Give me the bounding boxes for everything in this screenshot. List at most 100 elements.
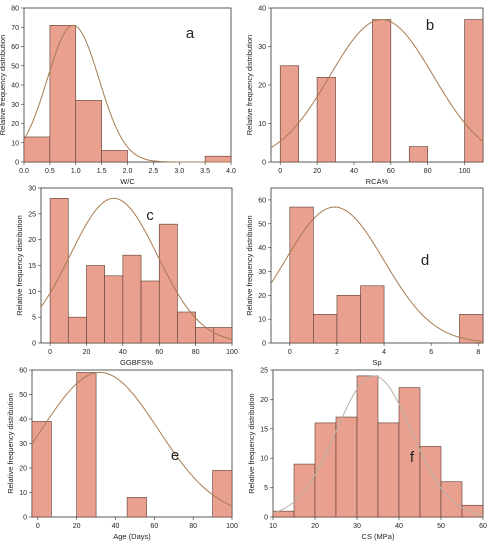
y-tick-label: 40 — [19, 417, 27, 424]
bar-d-0 — [289, 206, 314, 344]
y-tick-label: 30 — [11, 102, 19, 109]
x-tick-label: 20 — [73, 523, 81, 530]
panel-letter: f — [410, 449, 415, 466]
y-tick-label: 50 — [11, 63, 19, 70]
x-tick-label: 0.0 — [19, 168, 29, 175]
y-tick-label: 60 — [258, 197, 266, 204]
y-tick-label: 5 — [264, 485, 268, 492]
x-tick-label: 60 — [155, 349, 163, 356]
bar-b-1 — [316, 77, 336, 163]
y-tick-label: 40 — [258, 245, 266, 252]
bar-a-0 — [23, 136, 51, 163]
x-tick-label: 40 — [119, 349, 127, 356]
x-tick-label: 0.5 — [45, 168, 55, 175]
y-tick-label: 30 — [19, 441, 27, 448]
x-tick-label: 0 — [48, 349, 52, 356]
x-tick-label: 20 — [83, 349, 91, 356]
x-tick-label: 100 — [226, 349, 238, 356]
bar-b-4 — [464, 19, 484, 163]
bar-a-2 — [75, 100, 102, 163]
x-tick-label: 2.0 — [123, 168, 133, 175]
panel-letter: e — [171, 447, 179, 464]
bar-f-3 — [335, 416, 358, 518]
y-tick-label: 0 — [264, 515, 268, 522]
bar-e-3 — [212, 470, 233, 518]
x-axis-label: CS (MPa) — [362, 532, 395, 541]
y-tick-label: 10 — [258, 317, 266, 324]
bar-a-3 — [101, 150, 128, 163]
panel-a: 0.0 0.5 1.0 1.5 2.0 2.5 3.0 3.5 4.0 0 10 20 30 40 50 60… — [0, 6, 236, 187]
bar-c-3 — [104, 275, 124, 344]
bar-e-0 — [31, 421, 52, 518]
x-tick-label: 2.5 — [149, 168, 159, 175]
bar-b-2 — [372, 19, 392, 163]
y-tick-label: 20 — [19, 466, 27, 473]
x-tick-label: 60 — [479, 523, 487, 530]
x-tick-label: 6 — [429, 349, 433, 356]
bar-c-8 — [195, 327, 215, 344]
panel-letter: d — [421, 252, 429, 269]
fit-curve-b — [270, 19, 484, 149]
fit-curve-a — [23, 24, 231, 163]
y-axis-label: Relative frequency distribution — [247, 393, 256, 493]
y-tick-label: 20 — [258, 83, 266, 90]
y-tick-label: 10 — [260, 456, 268, 463]
x-tick-label: 60 — [387, 168, 395, 175]
x-axis-label: Sp — [372, 358, 381, 367]
x-tick-label: 40 — [350, 168, 358, 175]
panel-c: 0 20 40 60 80 100 0 5 10 15 20 25 30 GGBFS% Relative f… — [15, 186, 238, 368]
y-tick-label: 30 — [28, 186, 36, 193]
fit-curve-d — [270, 206, 484, 342]
bar-c-0 — [49, 198, 69, 344]
y-tick-label: 30 — [258, 44, 266, 51]
y-axis-label: Relative frequency distribution — [15, 215, 24, 315]
x-tick-label: 80 — [189, 523, 197, 530]
bar-c-5 — [140, 280, 160, 344]
panel-d: 0 2 4 6 8 0 10 20 30 40 50 60 Sp Relative frequency d… — [245, 187, 484, 367]
panel-letter: b — [426, 17, 434, 34]
x-tick-label: 50 — [437, 523, 445, 530]
x-tick-label: 3.0 — [174, 168, 184, 175]
x-axis-label: RCA% — [366, 177, 389, 186]
y-tick-label: 10 — [19, 490, 27, 497]
x-axis-label: Age (Days) — [113, 532, 151, 541]
bar-d-2 — [336, 295, 361, 344]
x-tick-label: 0 — [288, 349, 292, 356]
y-axis-label: Relative frequency distribution — [0, 35, 7, 135]
y-tick-label: 10 — [11, 140, 19, 147]
y-tick-label: 0 — [262, 160, 266, 167]
bar-c-1 — [67, 316, 87, 344]
x-tick-label: 4 — [382, 349, 386, 356]
x-axis-label: GGBFS% — [120, 358, 153, 367]
fit-curve-c — [40, 197, 233, 340]
y-axis-label: Relative frequency distribution — [245, 35, 254, 135]
bar-c-6 — [158, 223, 178, 344]
panel-letter: a — [186, 25, 195, 42]
bar-d-1 — [313, 314, 338, 344]
bar-d-3 — [360, 285, 385, 344]
x-tick-label: 2 — [335, 349, 339, 356]
x-tick-label: 3.5 — [200, 168, 210, 175]
y-tick-label: 60 — [11, 44, 19, 51]
bar-c-2 — [86, 265, 105, 344]
x-tick-label: 30 — [353, 523, 361, 530]
panel-e: 0 20 40 60 80 100 0 10 20 30 40 50 60 Age (Days) Relat… — [6, 368, 238, 542]
bar-c-4 — [122, 254, 142, 344]
y-tick-label: 20 — [260, 397, 268, 404]
x-tick-label: 1.0 — [71, 168, 81, 175]
x-tick-label: 0 — [36, 523, 40, 530]
y-tick-label: 0 — [32, 341, 36, 348]
y-tick-label: 80 — [11, 6, 19, 13]
y-tick-label: 5 — [32, 315, 36, 322]
y-tick-label: 25 — [28, 211, 36, 218]
bar-f-5 — [377, 422, 400, 518]
panel-letter: c — [146, 207, 154, 224]
x-tick-label: 4.0 — [226, 168, 236, 175]
y-tick-label: 10 — [28, 289, 36, 296]
x-tick-label: 20 — [313, 168, 321, 175]
bar-a-4 — [204, 155, 232, 163]
y-tick-label: 20 — [258, 293, 266, 300]
x-tick-label: 1.5 — [97, 168, 107, 175]
y-tick-label: 60 — [19, 368, 27, 375]
